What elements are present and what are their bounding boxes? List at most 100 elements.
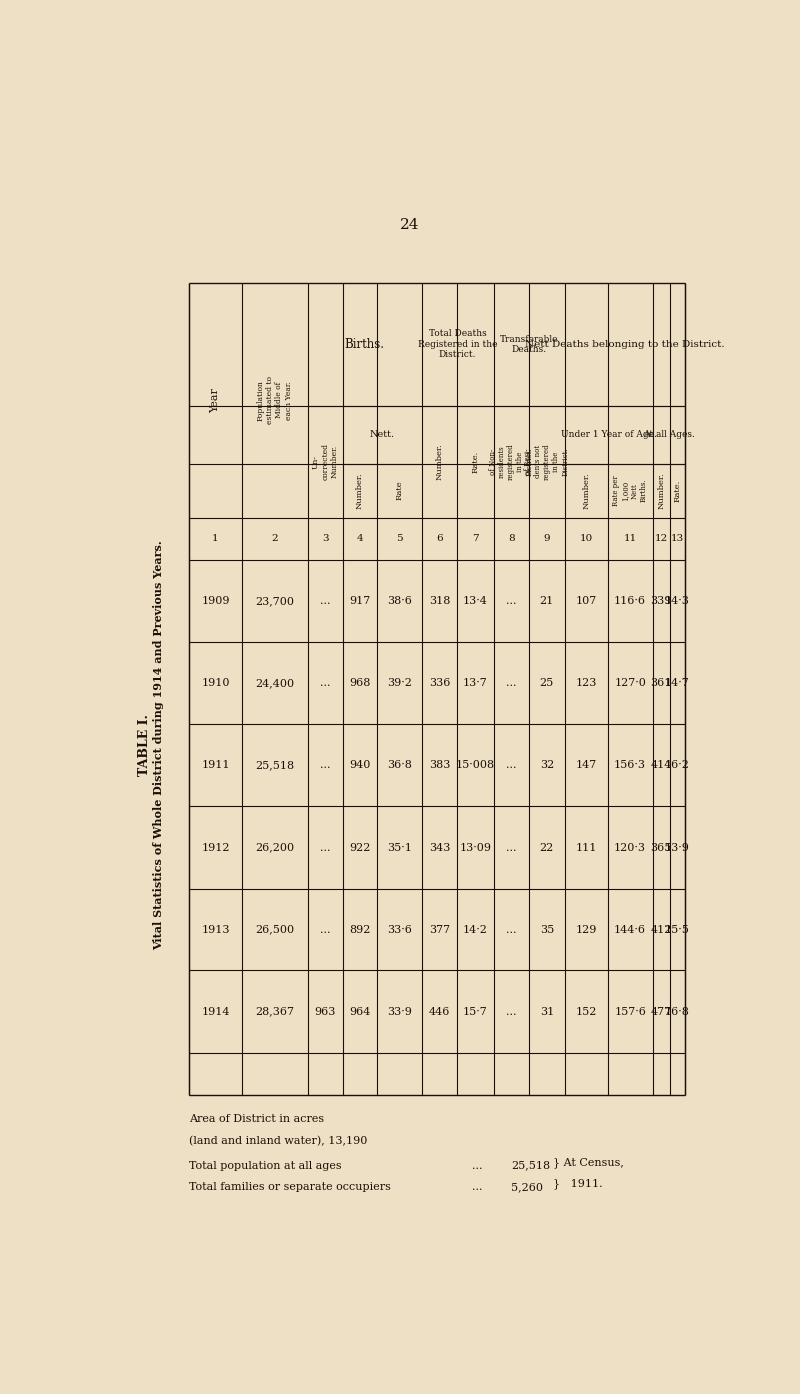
Text: 892: 892: [350, 924, 370, 934]
Text: 1912: 1912: [202, 842, 230, 853]
Text: 343: 343: [429, 842, 450, 853]
Text: 13: 13: [670, 534, 684, 544]
Text: 25: 25: [540, 677, 554, 689]
Text: 1910: 1910: [202, 677, 230, 689]
Text: Transferable
Deaths.: Transferable Deaths.: [500, 335, 558, 354]
Text: ...: ...: [506, 924, 516, 934]
Text: 14·7: 14·7: [665, 677, 690, 689]
Text: ...: ...: [320, 842, 330, 853]
Text: 2: 2: [271, 534, 278, 544]
Text: Under 1 Year of Age.: Under 1 Year of Age.: [561, 431, 657, 439]
Text: 13·7: 13·7: [463, 677, 488, 689]
Text: ...: ...: [506, 597, 516, 606]
Text: Rate per
1,000
Nett
Births.: Rate per 1,000 Nett Births.: [612, 475, 648, 506]
Text: 11: 11: [623, 534, 637, 544]
Text: }   1911.: } 1911.: [554, 1178, 603, 1189]
Text: 116·6: 116·6: [614, 597, 646, 606]
Text: Nett.: Nett.: [370, 431, 394, 439]
Text: Rate.: Rate.: [471, 450, 479, 473]
Text: 28,367: 28,367: [255, 1006, 294, 1016]
Text: 339: 339: [650, 597, 672, 606]
Text: Number.: Number.: [356, 473, 364, 509]
Text: of Non-
residents
registered
in the
District.: of Non- residents registered in the Dist…: [489, 443, 534, 480]
Text: 5,260: 5,260: [510, 1182, 542, 1192]
Text: 1: 1: [212, 534, 218, 544]
Text: 12: 12: [654, 534, 668, 544]
Text: 35·1: 35·1: [387, 842, 412, 853]
Text: (land and inland water), 13,190: (land and inland water), 13,190: [189, 1136, 367, 1146]
Text: 156·3: 156·3: [614, 760, 646, 769]
Text: 38·6: 38·6: [387, 597, 412, 606]
Text: 129: 129: [576, 924, 597, 934]
Text: 922: 922: [350, 842, 370, 853]
Text: ...: ...: [320, 924, 330, 934]
Text: 123: 123: [576, 677, 597, 689]
Text: 1914: 1914: [202, 1006, 230, 1016]
Text: 15·5: 15·5: [665, 924, 690, 934]
Text: 21: 21: [540, 597, 554, 606]
Text: ...: ...: [320, 677, 330, 689]
Text: Rate.: Rate.: [674, 480, 682, 502]
Text: 414: 414: [650, 760, 672, 769]
Text: 1911: 1911: [202, 760, 230, 769]
Text: 412: 412: [650, 924, 672, 934]
Text: 446: 446: [429, 1006, 450, 1016]
Text: 10: 10: [580, 534, 593, 544]
Text: 5: 5: [396, 534, 403, 544]
Text: 147: 147: [576, 760, 597, 769]
Text: Nett Deaths belonging to the District.: Nett Deaths belonging to the District.: [526, 340, 725, 348]
Text: 365: 365: [650, 842, 672, 853]
Text: 33·9: 33·9: [387, 1006, 412, 1016]
Text: Number.: Number.: [582, 473, 590, 509]
Text: 8: 8: [508, 534, 514, 544]
Text: 13·09: 13·09: [459, 842, 491, 853]
Text: 4: 4: [357, 534, 363, 544]
Text: Total Deaths
Registered in the
District.: Total Deaths Registered in the District.: [418, 329, 498, 360]
Text: 917: 917: [350, 597, 370, 606]
Text: 940: 940: [350, 760, 370, 769]
Text: Un-
corrected
Number.: Un- corrected Number.: [312, 443, 338, 481]
Text: Rate: Rate: [395, 481, 403, 500]
Text: ...: ...: [506, 760, 516, 769]
Text: 3: 3: [322, 534, 329, 544]
Text: 318: 318: [429, 597, 450, 606]
Text: 26,200: 26,200: [255, 842, 294, 853]
Text: 152: 152: [576, 1006, 597, 1016]
Text: 361: 361: [650, 677, 672, 689]
Text: ...: ...: [506, 677, 516, 689]
Text: 336: 336: [429, 677, 450, 689]
Text: 477: 477: [650, 1006, 672, 1016]
Text: 7: 7: [472, 534, 478, 544]
Text: ...: ...: [472, 1182, 482, 1192]
Text: 25,518: 25,518: [255, 760, 294, 769]
Text: Total families or separate occupiers: Total families or separate occupiers: [189, 1182, 391, 1192]
Text: 35: 35: [540, 924, 554, 934]
Text: 383: 383: [429, 760, 450, 769]
Text: At all Ages.: At all Ages.: [643, 431, 694, 439]
Text: 24: 24: [400, 217, 420, 231]
Text: } At Census,: } At Census,: [554, 1157, 624, 1168]
Text: 16·8: 16·8: [665, 1006, 690, 1016]
Text: 127·0: 127·0: [614, 677, 646, 689]
Text: of Resi-
dents not
registered
in the
District.: of Resi- dents not registered in the Dis…: [524, 443, 569, 480]
Text: 111: 111: [576, 842, 597, 853]
Text: ...: ...: [320, 597, 330, 606]
Text: 120·3: 120·3: [614, 842, 646, 853]
Text: 25,518: 25,518: [510, 1161, 550, 1171]
Text: 23,700: 23,700: [255, 597, 294, 606]
Text: 22: 22: [540, 842, 554, 853]
Text: 14·3: 14·3: [665, 597, 690, 606]
Text: Vital Statistics of Whole District during 1914 and Previous Years.: Vital Statistics of Whole District durin…: [153, 539, 164, 949]
Text: Number.: Number.: [657, 473, 665, 509]
Text: 377: 377: [429, 924, 450, 934]
Text: 32: 32: [540, 760, 554, 769]
Text: 13·4: 13·4: [463, 597, 488, 606]
Text: 16·2: 16·2: [665, 760, 690, 769]
Text: ...: ...: [506, 842, 516, 853]
Text: 24,400: 24,400: [255, 677, 294, 689]
Text: TABLE I.: TABLE I.: [138, 714, 151, 775]
Text: 13·9: 13·9: [665, 842, 690, 853]
Text: Number.: Number.: [435, 443, 443, 480]
Text: 26,500: 26,500: [255, 924, 294, 934]
Text: 1909: 1909: [202, 597, 230, 606]
